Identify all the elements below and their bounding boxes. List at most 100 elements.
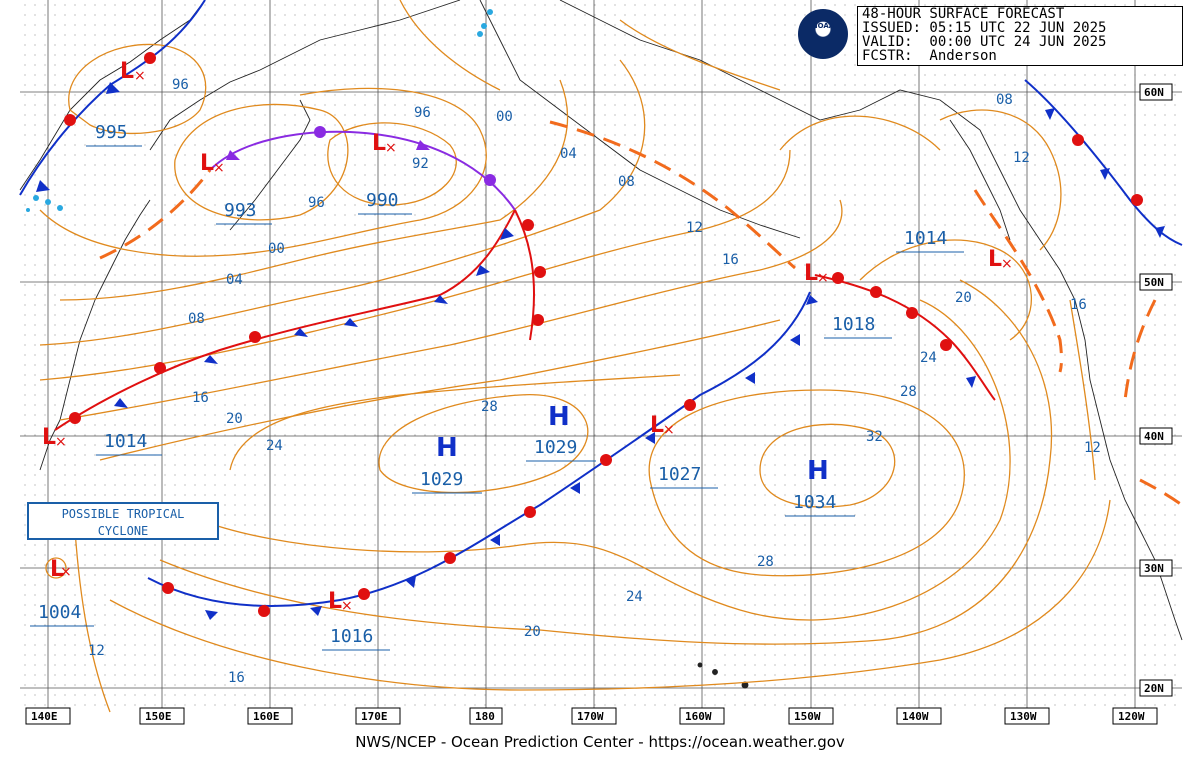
header-valid: VALID: 00:00 UTC 24 JUN 2025 [862,34,1107,50]
svg-text:180: 180 [475,710,495,723]
isobar-label: 20 [226,411,243,427]
isobar-label: 00 [268,241,285,257]
tc-line-1: POSSIBLE TROPICAL [61,507,185,521]
coastlines [19,0,1183,689]
low-center-letter: L [372,131,386,156]
low-center-letter: L [804,261,818,286]
low-center-value: 1018 [832,314,875,335]
svg-text:140W: 140W [902,710,929,723]
isobar-label: 00 [496,109,513,125]
isobar-label: 96 [172,77,189,93]
low-center-value: 1016 [330,626,373,647]
latitude-labels: 60N 50N 40N 30N 20N [1139,83,1173,697]
isobar-label: 96 [414,105,431,121]
isobar-label: 12 [1013,150,1030,166]
graticule [20,0,1182,712]
isobar-label: 08 [996,92,1013,108]
high-center-value: 1034 [793,492,836,513]
low-center-value: 1014 [104,431,147,452]
svg-text:130W: 130W [1010,710,1037,723]
svg-text:160E: 160E [253,710,280,723]
isobar-label: 96 [308,195,325,211]
svg-text:140E: 140E [31,710,58,723]
isobar-label: 32 [866,429,883,445]
tropical-cyclone-box: POSSIBLE TROPICAL CYCLONE [27,502,219,540]
low-center-value: 990 [366,190,399,211]
isobar-label: 92 [412,156,429,172]
svg-text:170W: 170W [577,710,604,723]
isobar-label: 04 [226,272,243,288]
troughs [99,120,1183,507]
high-center-value: 1029 [534,437,577,458]
svg-text:50N: 50N [1144,276,1164,289]
svg-text:×: × [55,434,67,450]
svg-text:×: × [213,160,225,176]
isobar-label: 04 [560,146,577,162]
isobar-label: 16 [722,252,739,268]
svg-text:×: × [385,140,397,156]
footer-credit: NWS/NCEP - Ocean Prediction Center - htt… [355,733,845,751]
svg-text:×: × [341,598,353,614]
tc-line-2: CYCLONE [97,524,149,538]
high-center-letter: H [548,402,570,432]
low-center-letter: L [50,557,64,582]
svg-text:×: × [60,564,72,580]
occluded-front [209,130,516,211]
svg-text:170E: 170E [361,710,388,723]
isobar-label: 12 [1084,440,1101,456]
svg-text:160W: 160W [685,710,712,723]
showers [26,9,493,212]
svg-text:×: × [663,422,675,438]
svg-text:30N: 30N [1144,562,1164,575]
low-center-letter: L [120,59,134,84]
high-center-letter: H [807,456,829,486]
high-center-value: 1029 [420,469,463,490]
isobar-label: 20 [955,290,972,306]
isobar-label: 16 [192,390,209,406]
svg-text:40N: 40N [1144,430,1164,443]
isobar-label: 12 [88,643,105,659]
isobar-label: 08 [618,174,635,190]
isobar-label: 20 [524,624,541,640]
low-center-value: 993 [224,200,257,221]
low-center-letter: L [42,425,56,450]
svg-text:×: × [817,270,829,286]
svg-text:60N: 60N [1144,86,1164,99]
warm-cold-front-main [54,209,516,431]
isobars [39,0,1111,713]
isobar-label: 12 [686,220,703,236]
low-center-letter: L [200,151,214,176]
isobar-label: 28 [757,554,774,570]
header-title: 48-HOUR SURFACE FORECAST [862,6,1065,22]
high-center-letter: H [436,433,458,463]
pressure-value: 1014 [904,228,947,249]
isobar-label: 24 [626,589,643,605]
isobar-label: 08 [188,311,205,327]
cold-front-northeast [1024,79,1183,246]
svg-text:120W: 120W [1118,710,1145,723]
low-center-letter: L [650,413,664,438]
noaa-logo: NOAA [798,9,848,59]
svg-text:×: × [134,68,146,84]
isobar-label: 16 [228,670,245,686]
low-center-letter: L [988,247,1002,272]
forecast-header: 48-HOUR SURFACE FORECAST ISSUED: 05:15 U… [857,6,1183,66]
low-center-value: 1027 [658,464,701,485]
low-center-value: 995 [95,122,128,143]
longitude-labels: 140E 150E 160E 170E 180 170W 160W 150W 1… [25,707,1158,725]
svg-text:150E: 150E [145,710,172,723]
header-forecaster: FCSTR: Anderson [862,48,997,64]
svg-text:×: × [1001,256,1013,272]
pressure-centers: L × 995 L × 993 L × 990 L × 1014 L × 101… [30,59,1013,651]
isobar-labels: 96 00 96 92 96 04 08 00 04 12 16 08 16 2… [88,77,1101,686]
isobar-label: 24 [266,438,283,454]
low-center-value: 1004 [38,602,81,623]
isobar-label: 16 [1070,297,1087,313]
front-symbols [36,52,1165,620]
warm-front-east [814,274,996,401]
low-center-letter: L [328,589,342,614]
isobar-label: 24 [920,350,937,366]
isobar-label: 28 [481,399,498,415]
noaa-logo-text: NOAA [811,22,835,30]
